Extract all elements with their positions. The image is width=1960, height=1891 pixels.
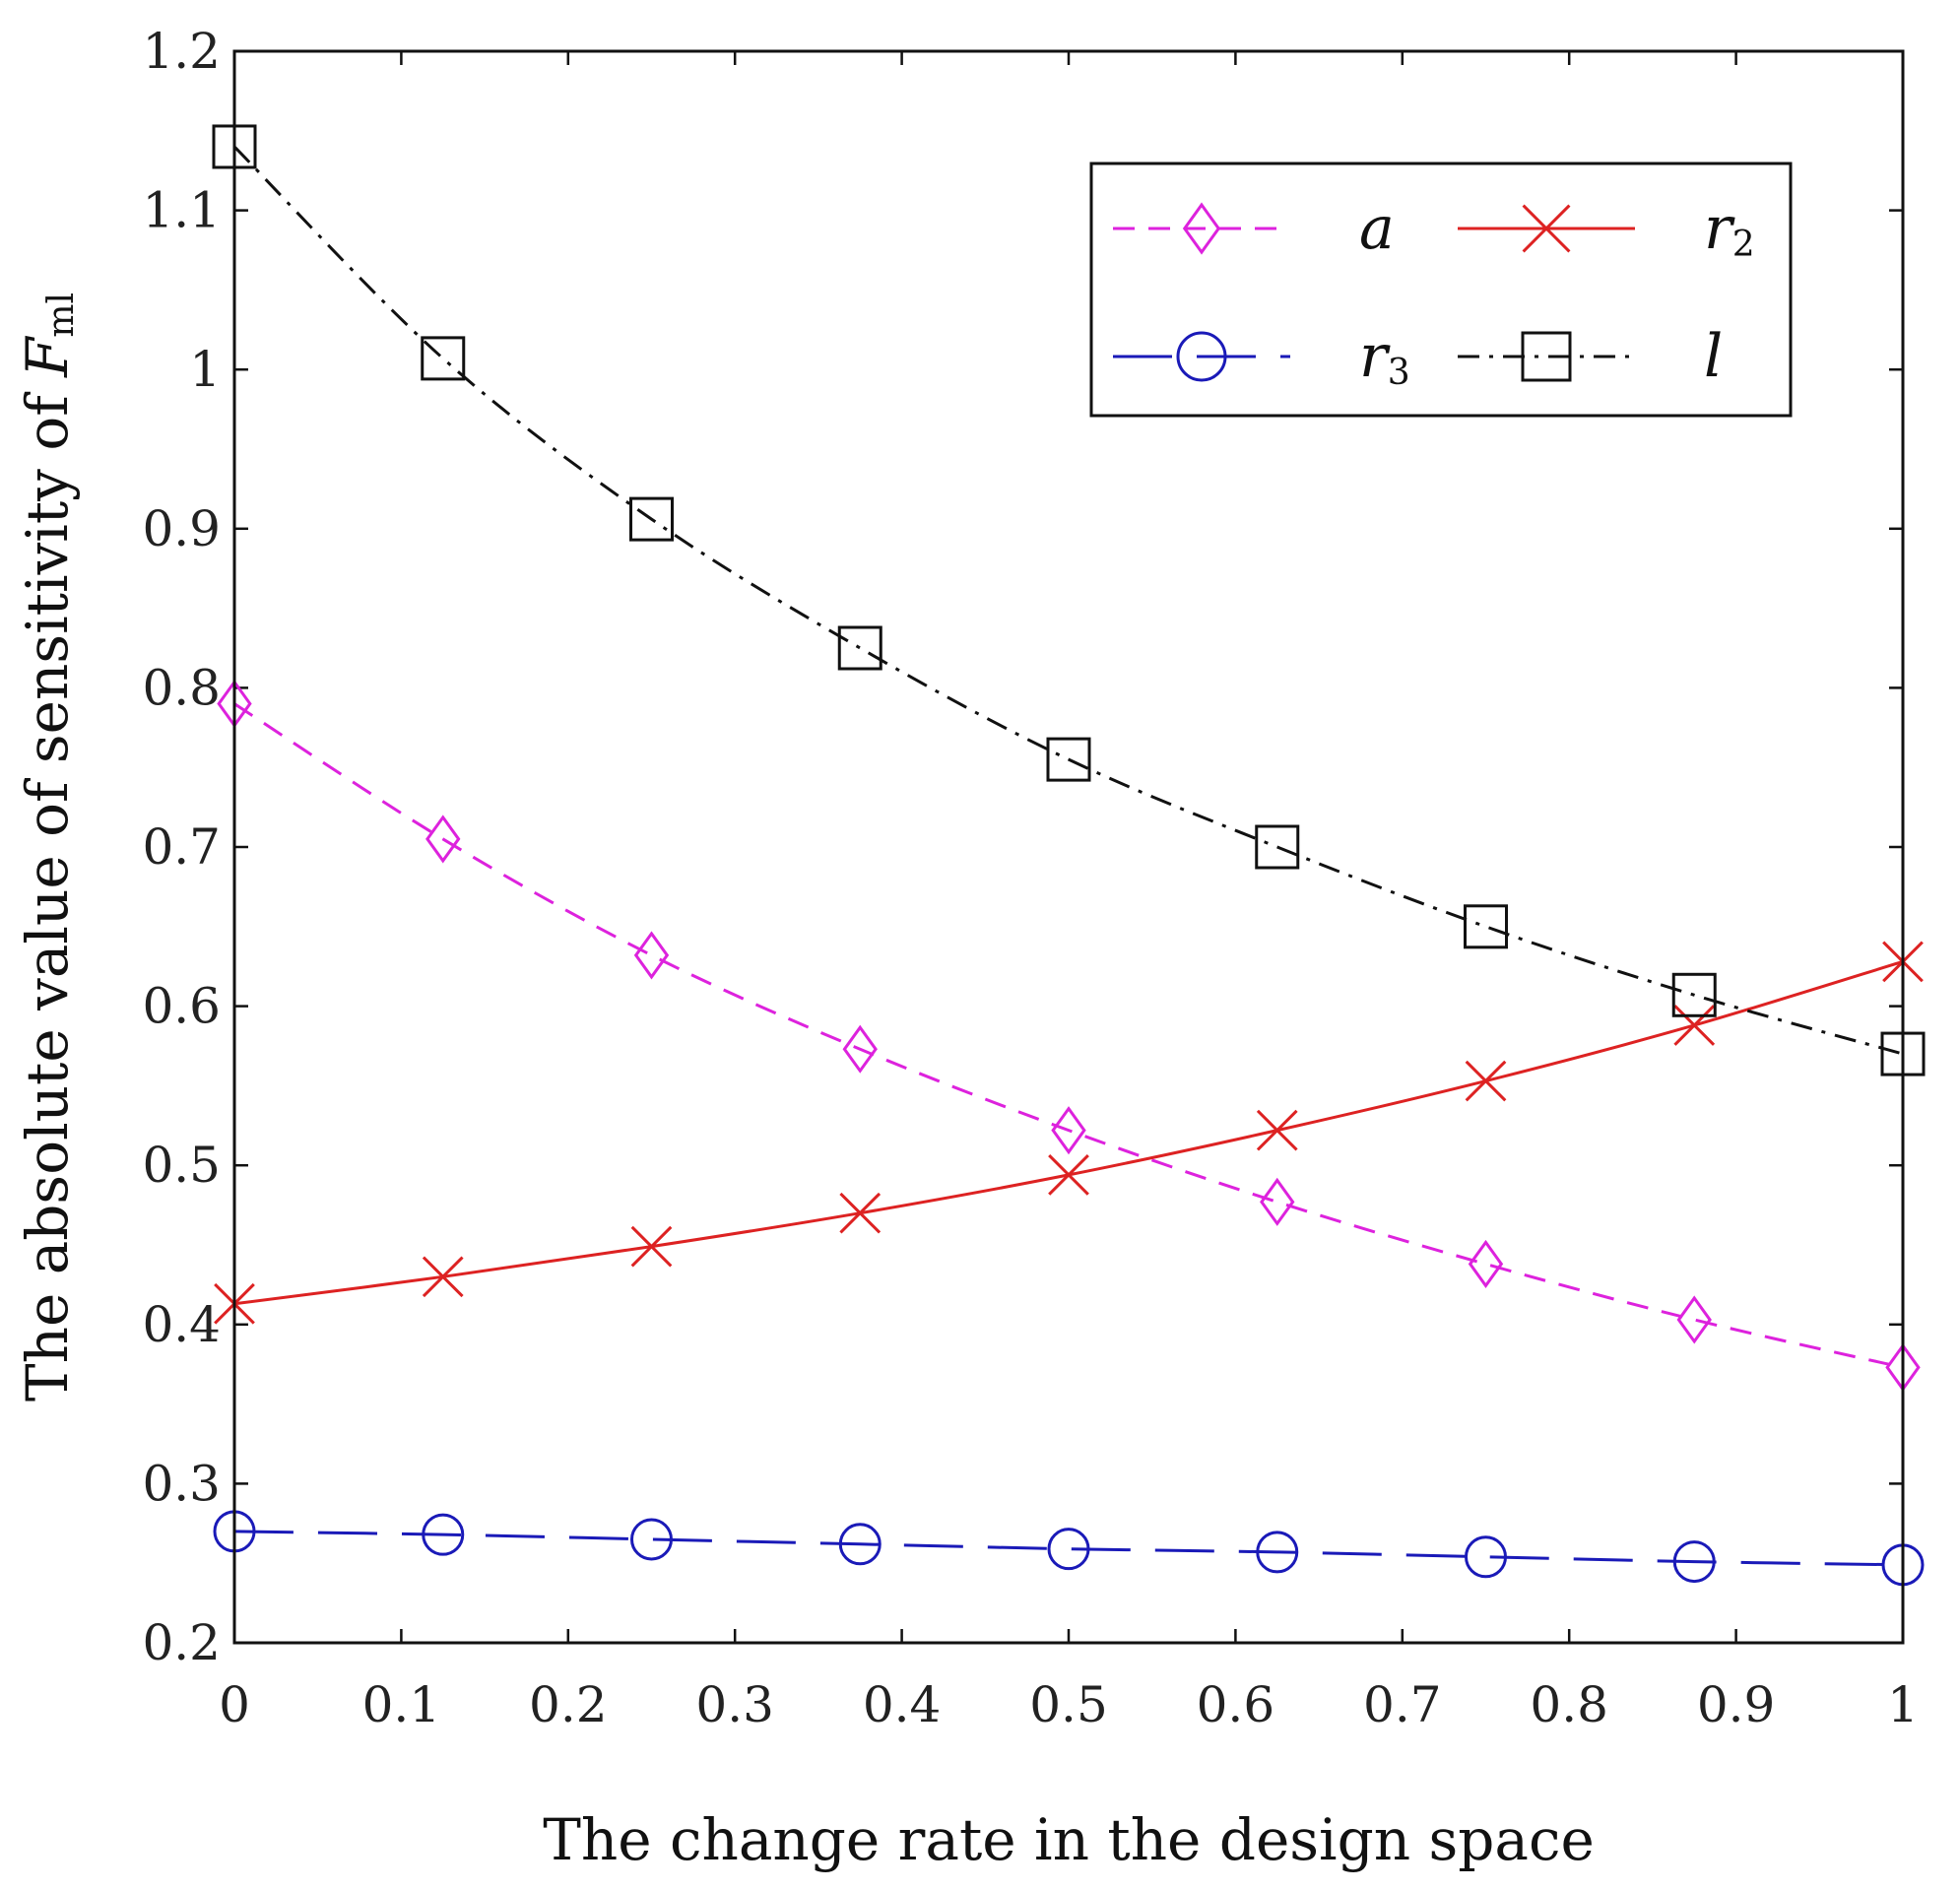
data-point-r3 [1465,1535,1507,1579]
y-tick-label: 0.8 [142,659,221,716]
x-marker-stroke [1465,1060,1507,1102]
data-point-a [842,1024,878,1074]
data-point-l [629,496,674,542]
series-line-r3 [233,1530,1904,1567]
x-tick-label: 0.7 [1363,1676,1442,1733]
x-tick-label: 0 [219,1676,250,1733]
y-tick-label: 0.2 [142,1614,221,1671]
legend-label-sub: 2 [1732,225,1755,265]
data-point-r2 [1048,1154,1089,1196]
data-point-r2 [1465,1060,1507,1102]
data-point-l [837,625,882,671]
x-marker-stroke [839,1192,882,1234]
data-point-r3 [630,1518,673,1561]
x-marker-stroke [1048,1154,1089,1196]
x-axis-title: The change rate in the design space [543,1806,1595,1873]
data-point-l [1464,904,1508,949]
y-axis-title: The absolute value of sensitivity of Fml [14,293,82,1402]
legend-item-l: l [1458,322,1723,391]
plot-area-frame [232,49,1905,1645]
series-layer [212,124,1926,1587]
legend-label-r3: r3 [1359,322,1410,393]
y-tick-label: 0.5 [142,1137,221,1194]
data-point-l [1671,972,1717,1017]
legend-label-sub: 3 [1388,353,1410,393]
y-axis-title-sub: ml [41,293,82,338]
x-marker-stroke [1673,1005,1716,1046]
x-tick-label: 0.4 [863,1676,942,1733]
y-axis-title-text: The absolute value of sensitivity of [14,377,81,1402]
data-point-r3 [1047,1528,1090,1571]
series-r2 [214,941,1924,1325]
x-marker-stroke [630,1225,673,1268]
data-point-r3 [422,1513,465,1556]
data-point-a [633,931,670,980]
y-tick-label: 0.9 [142,500,221,557]
data-point-a [1260,1177,1295,1226]
y-tick-label: 0.4 [142,1296,221,1353]
y-axis-title-var: F [14,336,81,378]
x-tick-label: 0.2 [529,1676,608,1733]
data-point-r2 [422,1256,464,1298]
x-tick-label: 0.9 [1697,1676,1776,1733]
data-point-r2 [1256,1109,1298,1151]
data-point-a [1676,1295,1712,1344]
legend-marker-a [1182,202,1221,255]
legend-label-text: a [1359,194,1395,263]
legend-item-a: a [1113,194,1395,263]
y-tick-label: 1.2 [142,23,221,80]
legend-item-r3: r3 [1113,322,1410,393]
data-point-r3 [1256,1531,1299,1574]
x-tick-label: 0.6 [1197,1676,1275,1733]
x-tick-label: 1 [1887,1676,1919,1733]
data-point-a [425,815,461,864]
series-line-r2 [233,959,1904,1306]
series-l [212,124,1926,1076]
x-marker-stroke [1256,1109,1298,1151]
data-point-a [1468,1239,1504,1288]
y-tick-label: 1 [189,341,221,398]
data-point-r3 [1672,1540,1716,1584]
data-point-r2 [630,1225,673,1268]
legend-marker-l [1521,331,1572,382]
data-point-r2 [839,1192,882,1234]
legend-marker-r2 [1522,204,1571,253]
tick-labels: 0 0.1 0.2 0.3 0.4 0.5 0.6 0.7 0.8 0.9 1 0.2 0.3 0.4 0.… [142,23,1918,1733]
data-point-l [1255,824,1300,870]
x-tick-label: 0.1 [362,1676,441,1733]
data-point-l [421,336,466,381]
x-tick-label: 0.5 [1029,1676,1108,1733]
x-marker-stroke [1522,204,1571,253]
y-tick-label: 1.1 [142,182,221,239]
x-tick-label: 0.3 [695,1676,774,1733]
legend-label-text: l [1704,322,1723,391]
data-point-r3 [838,1523,882,1566]
legend-label-l: l [1704,322,1723,391]
x-marker-stroke [422,1256,464,1298]
legend-box [1089,162,1793,418]
x-tick-label: 0.8 [1530,1676,1608,1733]
series-a [217,679,1921,1392]
legend-label-r2: r2 [1704,194,1755,265]
series-r3 [213,1510,1925,1587]
legend-marker-r3 [1176,331,1227,382]
y-tick-label: 0.3 [142,1455,221,1512]
y-tick-label: 0.6 [142,978,221,1035]
data-point-a [1051,1106,1086,1155]
legend-label-text: r [1359,322,1391,391]
legend-label-text: r [1704,194,1735,263]
legend-item-r2: r2 [1458,194,1755,265]
data-point-r2 [1673,1005,1716,1046]
legend-label-a: a [1359,194,1395,263]
data-point-l [1046,737,1091,782]
y-tick-label: 0.7 [142,818,221,876]
